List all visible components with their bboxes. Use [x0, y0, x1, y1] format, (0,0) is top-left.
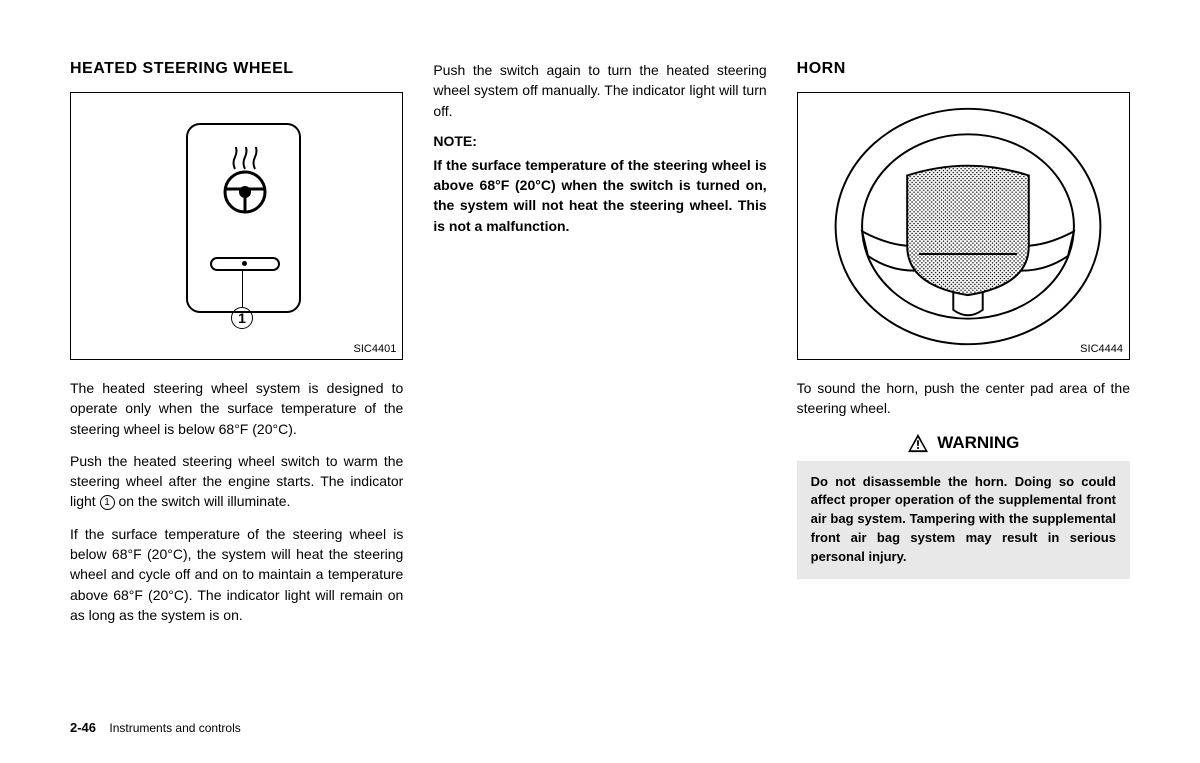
- figure-label-right: SIC4444: [1080, 343, 1123, 355]
- column-left: HEATED STEERING WHEEL: [70, 60, 403, 637]
- warning-heading: WARNING: [797, 433, 1130, 453]
- figure-horn: SIC4444: [797, 92, 1130, 360]
- note-body: If the surface temperature of the steeri…: [433, 155, 766, 236]
- steering-wheel-icon: [818, 99, 1118, 354]
- left-para-3: If the surface temperature of the steeri…: [70, 524, 403, 625]
- warning-body: Do not disassemble the horn. Doing so co…: [797, 461, 1130, 579]
- heading-horn: HORN: [797, 60, 1130, 78]
- column-middle: Push the switch again to turn the heated…: [433, 60, 766, 637]
- callout-number: 1: [231, 307, 253, 329]
- callout-line: [242, 271, 243, 307]
- switch-indicator-dot: [242, 261, 247, 266]
- left-para-1: The heated steering wheel system is desi…: [70, 378, 403, 439]
- switch-outline: [186, 123, 301, 313]
- heading-heated-steering: HEATED STEERING WHEEL: [70, 60, 403, 78]
- left-para-2: Push the heated steering wheel switch to…: [70, 451, 403, 512]
- warning-label: WARNING: [937, 433, 1019, 453]
- page-footer: 2-46 Instruments and controls: [70, 720, 241, 735]
- warning-icon: [907, 433, 929, 453]
- figure-switch: 1 SIC4401: [70, 92, 403, 360]
- inline-callout-icon: 1: [100, 495, 115, 510]
- figure-label-left: SIC4401: [354, 343, 397, 355]
- column-right: HORN: [797, 60, 1130, 637]
- heated-wheel-icon: [215, 147, 275, 217]
- section-name: Instruments and controls: [109, 721, 240, 735]
- page-number: 2-46: [70, 720, 96, 735]
- middle-para-1: Push the switch again to turn the heated…: [433, 60, 766, 121]
- note-label: NOTE:: [433, 133, 766, 149]
- right-para-1: To sound the horn, push the center pad a…: [797, 378, 1130, 419]
